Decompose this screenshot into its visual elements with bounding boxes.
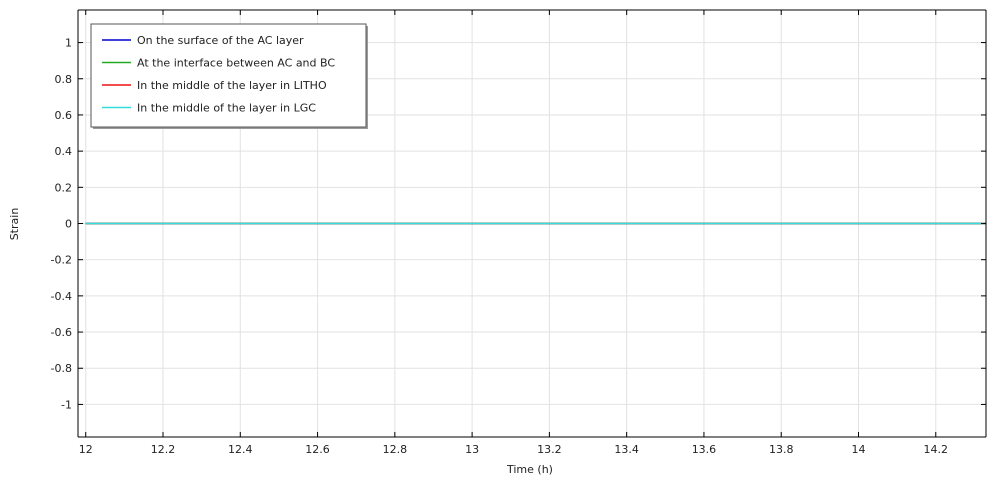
- axes: [77, 9, 987, 438]
- legend: On the surface of the AC layer At the int…: [90, 23, 368, 129]
- x-tick-label: 12.8: [383, 443, 408, 456]
- x-tick-label: 12.4: [228, 443, 253, 456]
- y-tick-label: -0.2: [51, 254, 72, 267]
- legend-entry: On the surface of the AC layer: [137, 34, 304, 47]
- y-tick-label: -0.6: [51, 326, 72, 339]
- tick-labels: 12 12.2 12.4 12.6 12.8 13 13.2 13.4 13.6 13.8 14 14…: [51, 37, 948, 456]
- x-tick-label: 13.8: [769, 443, 794, 456]
- y-tick-label: 1: [65, 37, 72, 50]
- y-tick-label: -0.8: [51, 362, 72, 375]
- y-tick-label: 0.2: [55, 181, 73, 194]
- legend-entry: At the interface between AC and BC: [137, 57, 335, 70]
- x-tick-label: 12.2: [151, 443, 176, 456]
- y-tick-label: -1: [61, 398, 72, 411]
- x-tick-label: 13.2: [537, 443, 562, 456]
- x-tick-label: 13: [465, 443, 479, 456]
- y-tick-label: 0: [65, 218, 72, 231]
- x-tick-label: 12: [79, 443, 93, 456]
- y-tick-label: 0.4: [55, 145, 73, 158]
- y-tick-label: 0.6: [55, 109, 73, 122]
- y-tick-label: -0.4: [51, 290, 72, 303]
- x-tick-label: 12.6: [305, 443, 330, 456]
- y-axis-label: Strain: [8, 208, 21, 241]
- legend-entry: In the middle of the layer in LITHO: [137, 79, 327, 92]
- legend-entry: In the middle of the layer in LGC: [137, 102, 316, 115]
- legend-box: [90, 23, 367, 128]
- x-tick-label: 14.2: [924, 443, 949, 456]
- x-tick-label: 14: [851, 443, 865, 456]
- x-axis-label: Time (h): [506, 463, 553, 476]
- x-tick-label: 13.6: [692, 443, 717, 456]
- y-tick-label: 0.8: [55, 73, 73, 86]
- x-tick-label: 13.4: [614, 443, 639, 456]
